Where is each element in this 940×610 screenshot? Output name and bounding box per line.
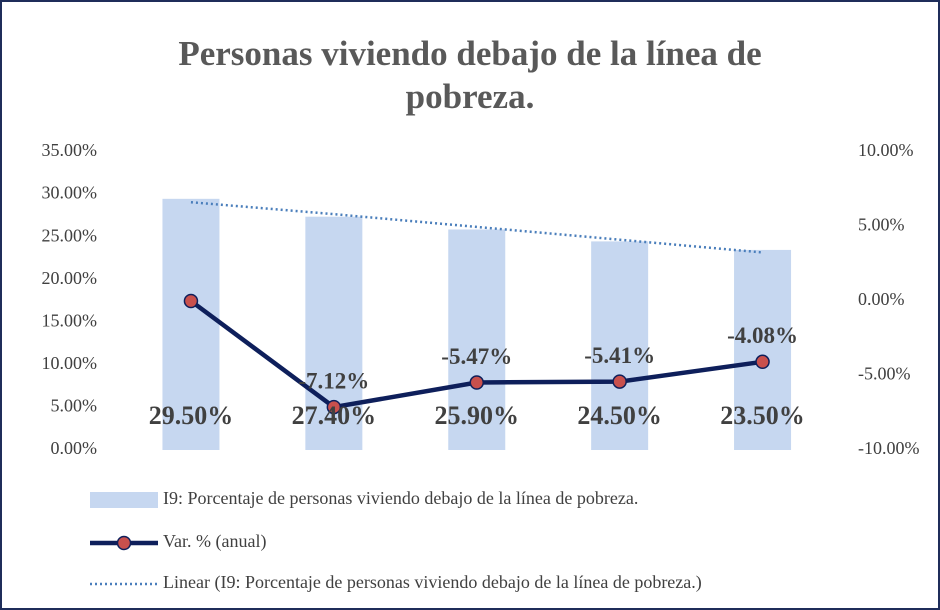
- legend-label: Linear (I9: Porcentaje de personas vivie…: [163, 572, 702, 593]
- y-tick-label: 20.00%: [42, 268, 98, 288]
- line-marker: [326, 399, 342, 415]
- y-tick-label: 30.00%: [42, 183, 98, 203]
- bar-value-label: 29.50%: [149, 401, 234, 430]
- chart-title: Personas viviendo debajo de la línea de p…: [178, 34, 761, 116]
- bar: [591, 241, 649, 450]
- bar: [448, 229, 506, 450]
- legend-label: Var. % (anual): [163, 531, 266, 552]
- legend-label: I9: Porcentaje de personas viviendo deba…: [163, 488, 638, 508]
- line-marker: [183, 293, 199, 309]
- y-tick-label: 0.00%: [51, 438, 98, 458]
- bar-value-label: 23.50%: [720, 401, 805, 430]
- line-marker: [755, 354, 770, 370]
- trendline: [190, 200, 763, 254]
- y-tick-label: 10.00%: [42, 353, 98, 373]
- line-marker: [469, 375, 484, 390]
- y-tick-label: 35.00%: [42, 140, 98, 160]
- y-tick-label: 5.00%: [51, 396, 98, 416]
- bar-value-label: 25.90%: [435, 401, 520, 430]
- line-value-label: -5.47%: [441, 344, 512, 369]
- y2-tick-label: -5.00%: [858, 364, 911, 384]
- bar: [162, 198, 220, 450]
- bar: [734, 249, 792, 450]
- y2-tick-label: 5.00%: [858, 215, 905, 235]
- y2-tick-label: 0.00%: [858, 289, 905, 309]
- title-line: pobreza.: [406, 77, 535, 116]
- y2-tick-label: -10.00%: [858, 438, 920, 458]
- y-tick-label: 25.00%: [42, 225, 98, 245]
- legend-swatch: [90, 492, 158, 508]
- line-value-label: -7.12%: [298, 368, 369, 393]
- title-line: Personas viviendo debajo de la línea de: [178, 34, 761, 73]
- line-marker: [612, 374, 627, 389]
- bar-value-label: 27.40%: [292, 401, 377, 430]
- legend-swatch-marker: [116, 535, 132, 551]
- line-value-label: -4.08%: [727, 323, 798, 348]
- y2-tick-label: 10.00%: [858, 140, 914, 160]
- line-value-label: -5.41%: [584, 343, 655, 368]
- y-tick-label: 15.00%: [42, 310, 98, 330]
- bar-value-label: 24.50%: [577, 401, 662, 430]
